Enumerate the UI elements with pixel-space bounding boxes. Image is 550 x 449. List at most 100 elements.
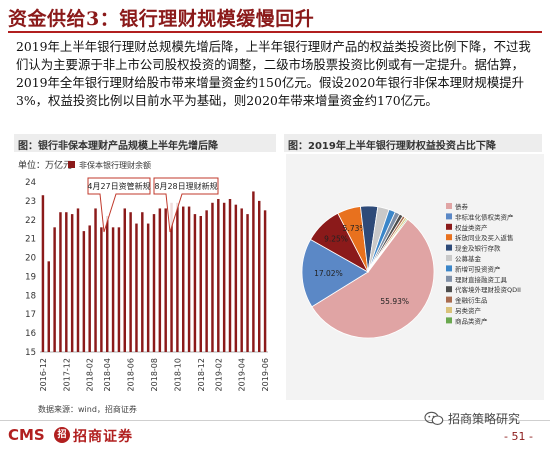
pie-legend-swatch [446, 213, 452, 220]
company-badge-icon: 招 [54, 427, 70, 443]
bar [111, 227, 115, 352]
pie-value-label: 9.25% [324, 235, 348, 244]
y-tick-label: 19 [25, 272, 36, 282]
bar [70, 214, 74, 352]
x-tick-label: 2018-06 [127, 358, 136, 391]
legend-label: 非保本银行理财余额 [79, 160, 151, 170]
slide-title: 资金供给3：银行理财规模缓慢回升 [8, 8, 315, 30]
y-tick-label: 16 [25, 329, 36, 339]
x-tick-label: 2016-12 [39, 358, 48, 391]
y-tick-label: 21 [25, 235, 36, 245]
pie-legend-label: 债券 [455, 202, 469, 211]
pie-legend-swatch [446, 275, 452, 282]
pie-value-label: 5.73% [343, 224, 367, 233]
bar [217, 199, 220, 352]
y-tick-label: 18 [25, 291, 36, 301]
pie-legend-swatch [446, 234, 452, 241]
left-chart-title: 图：银行非保本理财产品规模上半年先增后降 [14, 134, 276, 152]
annotation-callout [153, 177, 219, 233]
x-tick-label: 2018-08 [150, 358, 159, 391]
pie-legend-label: 拆放同业及买入返售 [455, 233, 514, 242]
pie-legend-swatch [446, 265, 452, 272]
x-tick-label: 2019-06 [261, 358, 270, 391]
y-tick-label: 20 [25, 254, 36, 264]
bar [123, 208, 126, 352]
pie-legend-label: 非标准化债权类资产 [455, 212, 514, 221]
pie-legend-swatch [446, 244, 452, 251]
x-tick-label: 2018-10 [173, 358, 182, 391]
bar [135, 223, 138, 352]
unit-label: 单位：万亿元 [18, 159, 72, 171]
bar [182, 206, 185, 352]
pie-legend-label: 公募基金 [455, 254, 482, 263]
pie-legend-swatch [446, 286, 452, 293]
pie-chart: 55.93% 17.02% 9.25% 5.73% 债券非标准化债权类资产权益类资产拆放… [286, 154, 544, 400]
pie-slice [311, 218, 435, 339]
pie-legend-swatch [446, 203, 452, 209]
pie-legend-label: 代客境外理财投资QDII [455, 285, 521, 294]
bar [53, 227, 56, 352]
x-tick-label: 2018-02 [86, 358, 95, 391]
pie-legend-label: 权益类资产 [455, 223, 488, 232]
bar [170, 202, 173, 352]
bar [222, 202, 226, 352]
y-tick-label: 15 [25, 348, 36, 358]
pie-legend-swatch [446, 296, 452, 303]
bar [88, 225, 91, 352]
data-source-note: 数据来源：wind，招商证券 [38, 405, 137, 414]
bar [141, 212, 144, 352]
bar [246, 214, 249, 352]
bar [211, 202, 214, 352]
bar [100, 227, 103, 352]
bar-chart: 单位：万亿元 非保本银行理财余额 15 16 17 18 19 20 21 22 23 24 2016-… [18, 159, 270, 391]
pie-legend-label: 金融衍生品 [455, 296, 488, 305]
pie-legend-label: 另类资产 [455, 306, 482, 315]
bar [65, 212, 68, 352]
bar [228, 199, 232, 352]
bar [47, 261, 50, 352]
y-tick-label: 23 [25, 197, 36, 207]
bar [82, 231, 86, 352]
x-tick-label: 2019-04 [238, 358, 247, 391]
bar [164, 208, 167, 352]
bar [106, 216, 109, 352]
bar [199, 216, 202, 352]
pie-slice [301, 238, 369, 308]
wechat-icon [424, 411, 444, 425]
bar [205, 210, 208, 352]
pie-value-label: 55.93% [380, 297, 409, 306]
annotation-text: 4月27日资管新规 [87, 181, 150, 191]
x-tick-label: 2018-04 [103, 358, 112, 391]
pie-legend-label: 现金及银行存款 [455, 244, 501, 253]
body-paragraph: 2019年上半年银行理财总规模先增后降，上半年银行理财产品的权益类投资比例下降，… [16, 39, 531, 108]
x-tick-label: 2018-12 [197, 358, 206, 391]
annotation-callout [87, 177, 151, 233]
bar [258, 200, 261, 352]
pie-legend-label: 理财直接融资工具 [455, 275, 508, 284]
bar [263, 210, 267, 352]
legend-swatch [68, 161, 75, 168]
pie-legend-label: 新增可投资资产 [455, 264, 501, 273]
bar [59, 212, 62, 352]
cms-logo: CMS [8, 426, 45, 444]
pie-legend-swatch [446, 223, 452, 230]
bar [240, 208, 243, 352]
y-tick-label: 24 [25, 178, 36, 188]
bar [187, 206, 191, 352]
footer-divider [0, 420, 550, 421]
company-name: 招商证券 [73, 429, 133, 445]
pie-value-label: 17.02% [314, 269, 343, 278]
bar [152, 214, 156, 352]
bar [146, 223, 150, 352]
annotation-text: 8月28日理财新规 [154, 181, 217, 191]
bar [94, 208, 97, 352]
bar [158, 208, 162, 352]
right-chart-title: 图：2019年上半年银行理财权益投资占比下降 [284, 134, 542, 152]
x-tick-label: 2019-02 [214, 358, 223, 391]
x-tick-label: 2017-12 [62, 358, 71, 391]
y-tick-label: 22 [25, 216, 36, 226]
pie-legend-label: 商品类资产 [455, 316, 488, 325]
bar [176, 202, 179, 352]
bar [41, 195, 45, 352]
page-number: - 51 - [504, 430, 533, 443]
